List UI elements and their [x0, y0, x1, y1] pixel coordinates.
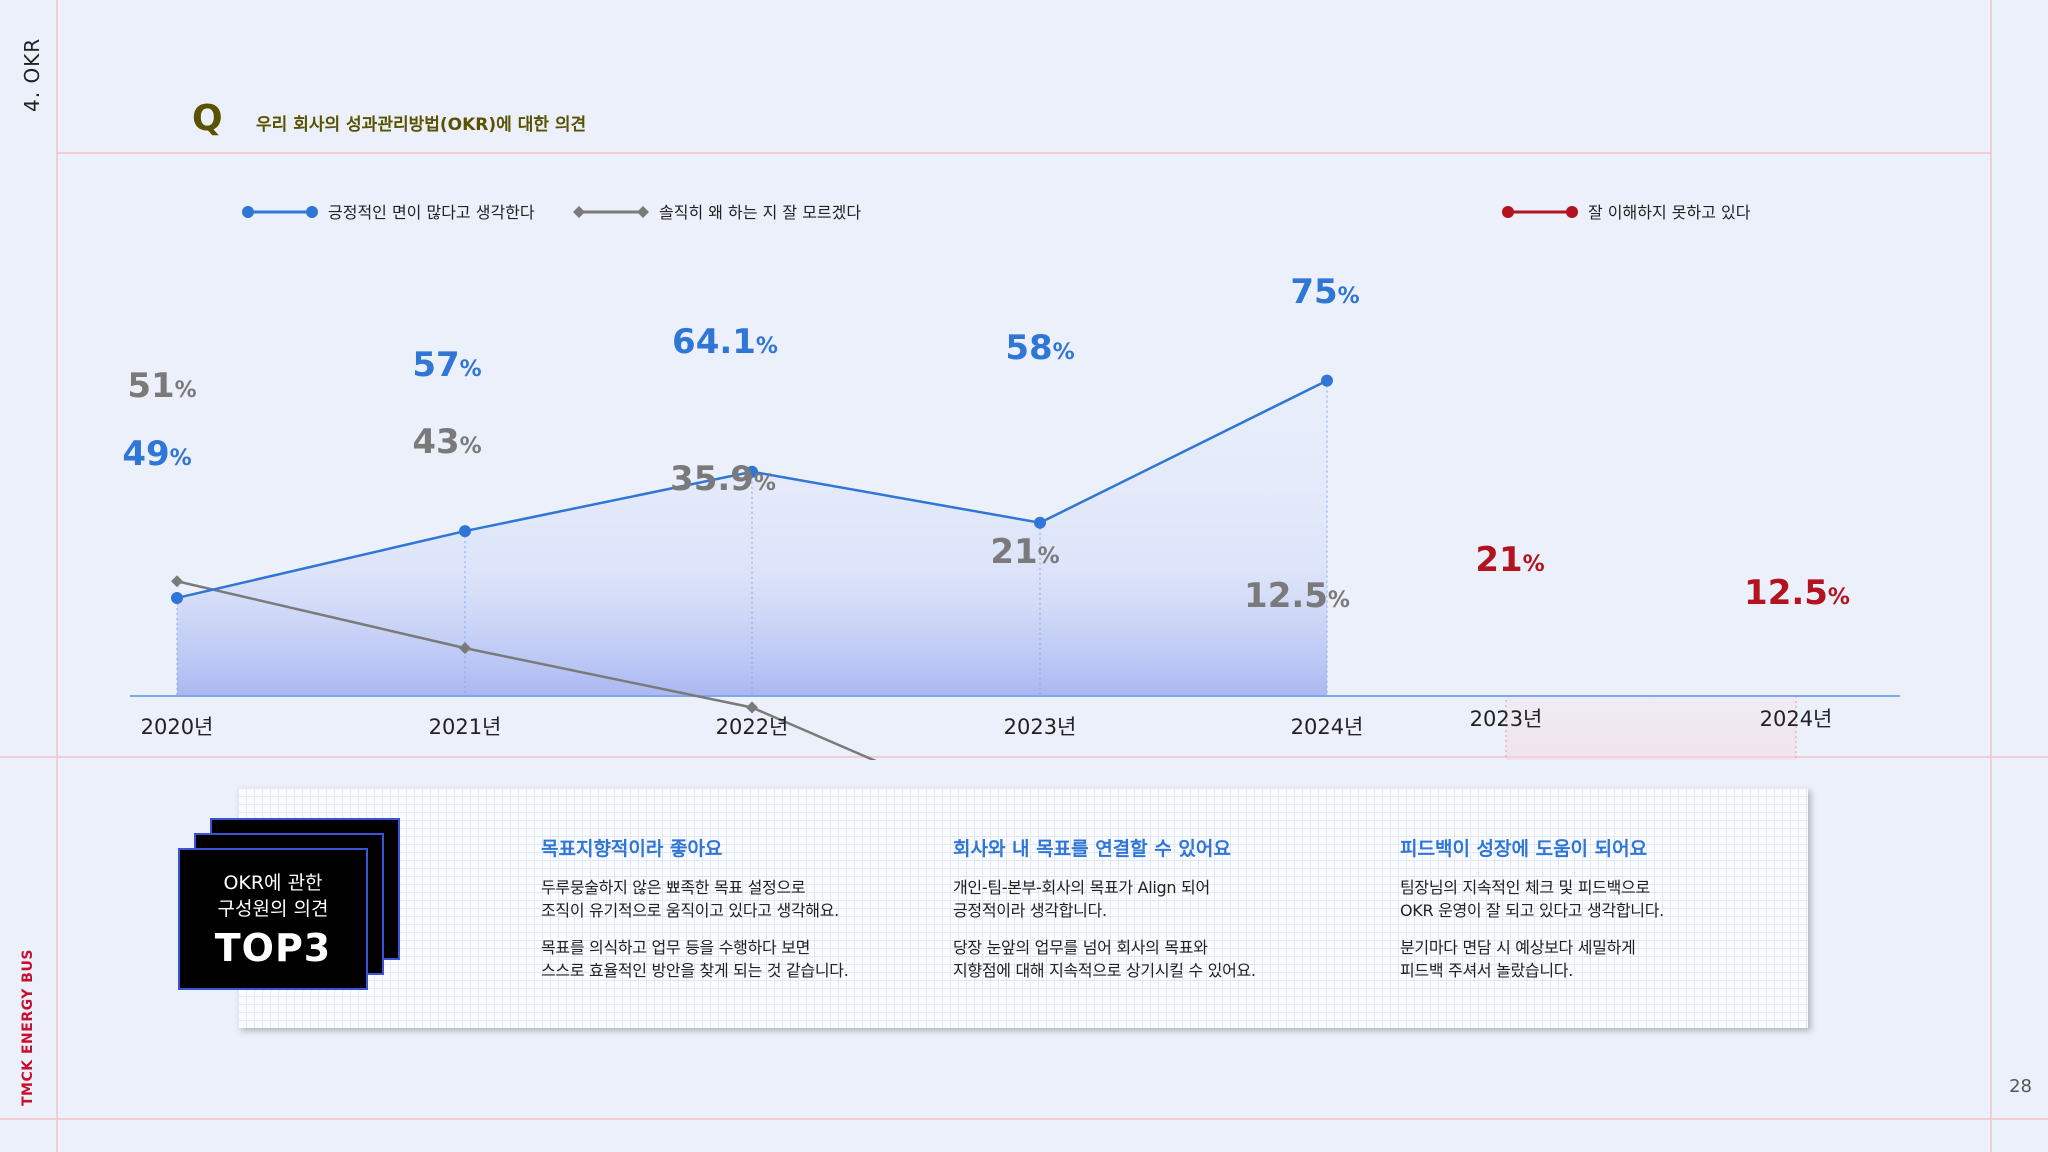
legend-series-2-label: 솔직히 왜 하는 지 잘 모르겠다 — [659, 203, 861, 222]
question-mark: Q — [192, 98, 223, 139]
right-margin-line — [1990, 0, 1992, 1152]
legend-series-2-marker — [573, 206, 585, 218]
legend-series-1-marker — [242, 206, 254, 218]
opinion-1-title: 목표지향적이라 좋아요 — [541, 838, 723, 860]
opinions-panel — [238, 788, 1808, 1028]
series-1-point — [1034, 516, 1046, 529]
opinion-2-title: 회사와 내 목표를 연결할 수 있어요 — [953, 838, 1231, 860]
series-3-area — [1506, 696, 1796, 760]
series-2-point — [171, 575, 183, 588]
series-2-value-label: 51% — [127, 366, 196, 406]
opinion-2-text-1: 개인-팀-본부-회사의 목표가 Align 되어 긍정적이라 생각합니다. — [953, 878, 1210, 920]
footer-divider — [0, 1118, 2048, 1120]
company-label: TMCK ENERGY BUS — [20, 949, 36, 1106]
series-1-point — [459, 525, 471, 538]
series-2-value-label: 12.5% — [1244, 576, 1350, 616]
x-tick-label: 2024년 — [1760, 707, 1833, 731]
x-tick-label: 2023년 — [1470, 707, 1543, 731]
series-2-value-label: 35.9% — [670, 459, 776, 499]
opinion-1-text-1: 두루뭉술하지 않은 뾰족한 목표 설정으로 조직이 유기적으로 움직이고 있다고… — [541, 878, 839, 920]
series-2-point — [746, 701, 758, 714]
page-number: 28 — [2009, 1076, 2032, 1097]
opinion-3-text-2: 분기마다 면담 시 예상보다 세밀하게 피드백 주셔서 놀랐습니다. — [1400, 938, 1636, 980]
opinion-3-text-1: 팀장님의 지속적인 체크 및 피드백으로 OKR 운영이 잘 되고 있다고 생각… — [1400, 878, 1664, 920]
legend-series-3-marker — [1566, 206, 1578, 218]
section-divider — [0, 756, 2048, 758]
series-2-point — [459, 642, 471, 655]
series-1-value-label: 58% — [1005, 328, 1074, 368]
opinion-2-text-2: 당장 눈앞의 업무를 넘어 회사의 목표와 지향점에 대해 지속적으로 상기시킬… — [953, 938, 1256, 980]
series-3-value-label: 12.5% — [1744, 573, 1850, 613]
legend-series-1-marker — [306, 206, 318, 218]
survey-line-chart: 49% 57% 64.1% 58% 75% 51% 43% 35.9% 21% 12.5% 21% 1… — [122, 203, 1900, 760]
top3-card-line2: 구성원의 의견 — [217, 898, 329, 920]
header-divider — [56, 152, 1992, 154]
series-1-point — [1321, 374, 1333, 387]
series-1-value-label: 49% — [122, 434, 191, 474]
series-1-value-label: 75% — [1290, 272, 1359, 312]
x-tick-label: 2022년 — [716, 715, 789, 739]
x-tick-label: 2023년 — [1004, 715, 1077, 739]
series-1-value-label: 57% — [412, 345, 481, 385]
series-2-value-label: 21% — [990, 532, 1059, 572]
legend-series-1-label: 긍정적인 면이 많다고 생각한다 — [328, 203, 535, 222]
legend-series-2-marker — [637, 206, 649, 218]
left-margin-line — [56, 0, 58, 1152]
top3-card: OKR에 관한 구성원의 의견 TOP3 — [178, 848, 368, 990]
question-title: 우리 회사의 성과관리방법(OKR)에 대한 의견 — [256, 115, 587, 135]
series-2-value-label: 43% — [412, 422, 481, 462]
x-tick-label: 2024년 — [1291, 715, 1364, 739]
series-3-value-label: 21% — [1475, 540, 1544, 580]
legend-series-3-label: 잘 이해하지 못하고 있다 — [1588, 203, 1751, 222]
top3-card-line1: OKR에 관한 — [223, 872, 323, 894]
top3-card-title: TOP3 — [214, 926, 332, 970]
series-1-value-label: 64.1% — [672, 322, 778, 362]
legend-series-3-marker — [1502, 206, 1514, 218]
x-tick-label: 2021년 — [429, 715, 502, 739]
series-1-point — [746, 465, 758, 478]
opinion-1-text-2: 목표를 의식하고 업무 등을 수행하다 보면 스스로 효율적인 방안을 찾게 되… — [541, 938, 849, 980]
opinion-3-title: 피드백이 성장에 도움이 되어요 — [1400, 838, 1648, 860]
x-tick-label: 2020년 — [141, 715, 214, 739]
series-1-point — [171, 591, 183, 604]
